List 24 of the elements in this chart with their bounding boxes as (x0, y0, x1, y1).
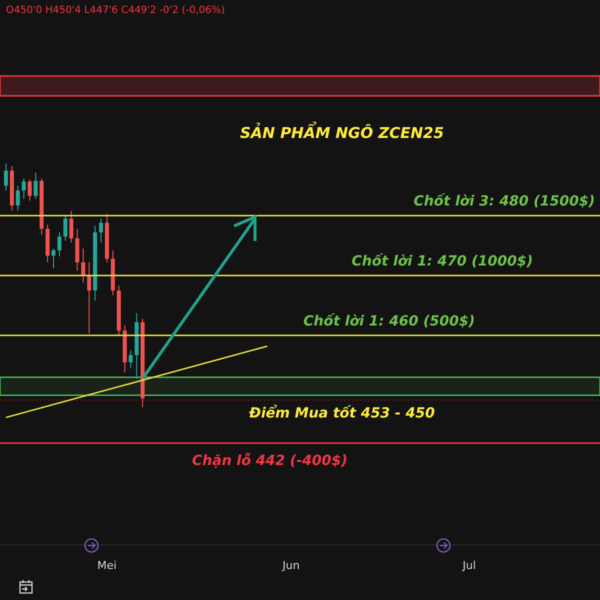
ref-line-label: Chốt lời 1: 470 (1000$) (352, 252, 533, 270)
candlestick (22, 178, 26, 200)
candlestick (87, 262, 92, 334)
candlestick (75, 228, 80, 272)
candlestick (16, 185, 20, 212)
candlestick (57, 232, 62, 257)
candlestick (63, 215, 68, 242)
annotation: O450'0 H450'4 L447'6 C449'2 -0'2 (-0,06%) (6, 5, 225, 16)
ref-line-label: Chặn lỗ 442 (-400$) (192, 452, 348, 470)
text: SẢN PHẨM NGÔ ZCEN25 (240, 124, 444, 142)
band-label: Điểm Mua tốt 453 - 450 (248, 404, 436, 422)
x-tick-label: Mei (97, 558, 117, 572)
candlestick (81, 248, 86, 284)
candlestick (69, 210, 74, 244)
ref-line-label: Chốt lời 1: 460 (500$) (303, 312, 475, 330)
candlestick (99, 218, 104, 244)
candlestick (128, 350, 133, 369)
candlestick (4, 163, 8, 191)
x-tick-label: Jun (281, 558, 300, 572)
x-tick-label: Jul (462, 558, 476, 572)
candlestick (51, 248, 56, 269)
ref-line-label: Chốt lời 3: 480 (1500$) (414, 192, 595, 210)
candlestick (34, 172, 38, 200)
candlestick (28, 179, 32, 202)
